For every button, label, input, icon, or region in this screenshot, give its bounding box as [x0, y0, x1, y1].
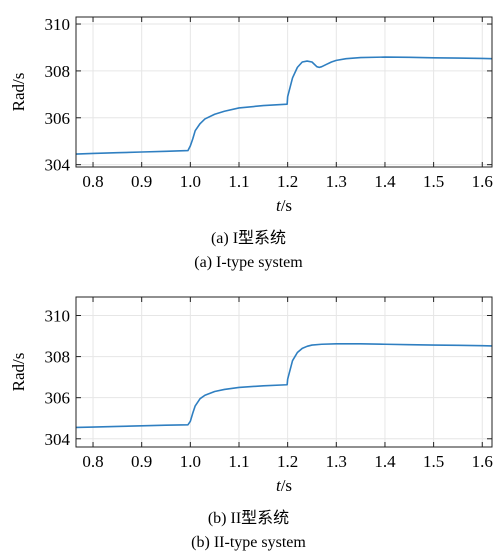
y-tick-label: 308	[45, 62, 71, 81]
x-tick-label: 1.1	[228, 452, 249, 471]
x-tick-label: 1.0	[180, 172, 201, 191]
x-axis-label: t/s	[276, 196, 292, 215]
plot-frame	[75, 296, 493, 448]
y-tick-label: 310	[45, 306, 71, 325]
series-line	[75, 56, 493, 155]
y-tick-label: 304	[45, 156, 71, 175]
x-tick-label: 1.1	[228, 172, 249, 191]
x-axis-label: t/s	[276, 476, 292, 495]
panel-a: 0.8 0.9 1.0 1.1 1.2 1.3 1.4 1.5 1.6 304 306 308 310 t…	[9, 15, 493, 271]
chart-b: 0.8 0.9 1.0 1.1 1.2 1.3 1.4 1.5 1.6 304 306 308 310 t…	[9, 296, 493, 495]
x-tick-label: 1.5	[423, 452, 444, 471]
x-tick-label: 1.4	[374, 172, 396, 191]
x-tick-label: 1.6	[472, 172, 493, 191]
caption-a-chinese: (a) I型系统	[210, 230, 287, 247]
chart-a: 0.8 0.9 1.0 1.1 1.2 1.3 1.4 1.5 1.6 304 306 308 310 t…	[9, 15, 493, 215]
x-tick-label: 1.5	[423, 172, 444, 191]
panel-b: 0.8 0.9 1.0 1.1 1.2 1.3 1.4 1.5 1.6 304 306 308 310 t…	[0, 280, 497, 560]
series-line	[75, 343, 493, 429]
y-axis-label: Rad/s	[9, 353, 28, 392]
y-tick-label: 306	[45, 109, 71, 128]
x-tick-label: 1.6	[472, 452, 493, 471]
x-tick-label: 1.4	[374, 452, 396, 471]
x-tick-label: 1.2	[277, 172, 298, 191]
x-tick-label: 1.0	[180, 452, 201, 471]
y-axis-label: Rad/s	[9, 73, 28, 112]
x-tick-label: 1.3	[326, 452, 347, 471]
y-tick-label: 308	[45, 348, 71, 367]
x-tick-label: 0.9	[131, 172, 152, 191]
plot-frame	[75, 16, 493, 168]
x-tick-label: 1.3	[326, 172, 347, 191]
caption-b-english: (b) II-type system	[191, 534, 306, 551]
y-tick-label: 304	[45, 430, 71, 449]
x-tick-label: 0.8	[82, 452, 103, 471]
x-tick-label: 0.8	[82, 172, 103, 191]
x-tick-label: 0.9	[131, 452, 152, 471]
caption-a-english: (a) I-type system	[194, 254, 303, 271]
caption-b-chinese: (b) II型系统	[207, 510, 290, 527]
x-tick-label: 1.2	[277, 452, 298, 471]
y-tick-label: 310	[45, 15, 71, 34]
y-tick-label: 306	[45, 389, 71, 408]
